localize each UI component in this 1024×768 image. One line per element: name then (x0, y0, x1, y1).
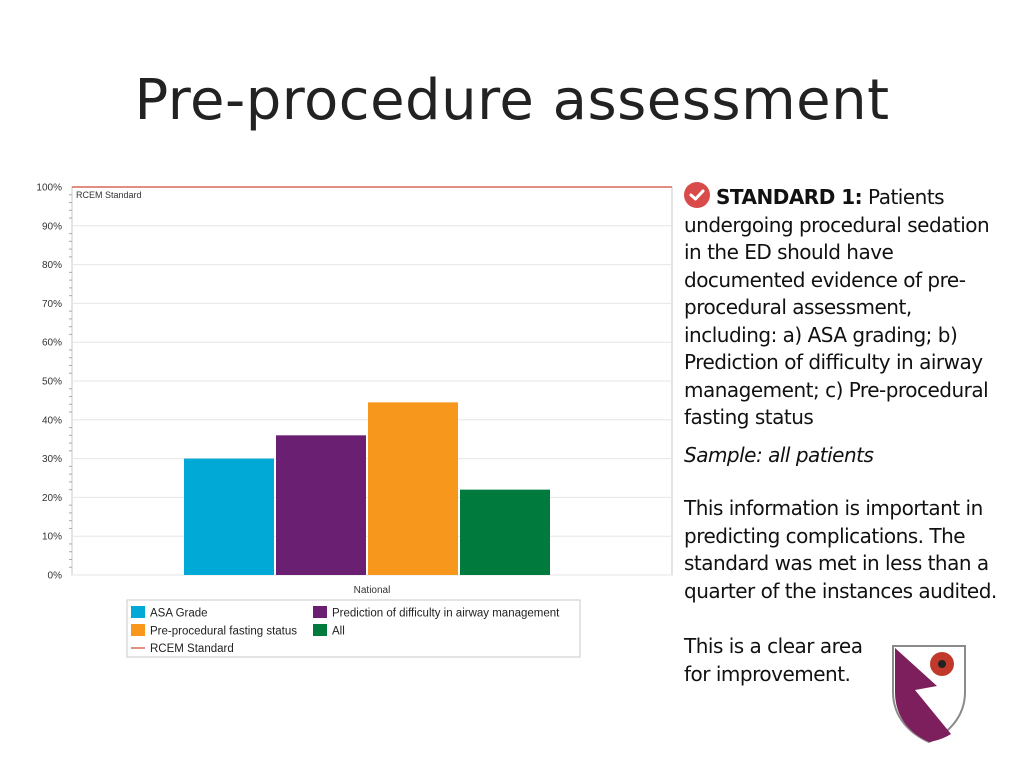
standard-paragraph: STANDARD 1: Patients undergoing procedur… (684, 182, 1004, 432)
improvement-text: This is a clear area for improvement. (684, 634, 863, 686)
legend-swatch (313, 606, 327, 618)
y-tick-label: 70% (42, 299, 62, 310)
y-tick-label: 30% (42, 454, 62, 465)
slide-title: Pre-procedure assessment (134, 67, 890, 133)
legend-label: All (332, 626, 345, 638)
legend-swatch (131, 606, 145, 618)
standard-panel: STANDARD 1: Patients undergoing procedur… (684, 182, 1004, 688)
legend-swatch (131, 624, 145, 636)
y-tick-label: 90% (42, 221, 62, 232)
legend-box (126, 599, 581, 658)
shield-crest-icon (892, 645, 966, 744)
bar-pre-procedural-fasting-status (368, 402, 458, 575)
y-tick-label: 80% (42, 260, 62, 271)
legend-swatch (313, 624, 327, 636)
sample-text: Sample: all patients (684, 442, 874, 467)
y-tick-label: 0% (48, 571, 63, 582)
bar-all (460, 489, 550, 575)
legend-label: Pre-procedural fasting status (150, 626, 297, 638)
rcem-standard-label: RCEM Standard (76, 190, 142, 200)
check-circle-icon (684, 182, 710, 208)
standard-text: Patients undergoing procedural sedation … (684, 185, 990, 429)
info-text: This information is important in predict… (684, 496, 997, 603)
standard-label: STANDARD 1: (716, 185, 863, 209)
legend-label: ASA Grade (150, 608, 208, 620)
y-tick-label: 50% (42, 377, 62, 388)
y-tick-label: 10% (42, 532, 62, 543)
legend-label: Prediction of difficulty in airway manag… (332, 608, 560, 620)
y-tick-label: 60% (42, 338, 62, 349)
bar-chart: 0% 10% 20% 30% 40% 50% 60% 70% 80% 90% 100% RCEM S… (36, 183, 673, 658)
x-category-label: National (354, 585, 391, 596)
bar-asa-grade (184, 458, 274, 575)
y-tick-label: 20% (42, 493, 62, 504)
y-tick-label: 100% (36, 183, 62, 194)
y-tick-label: 40% (42, 415, 62, 426)
legend-label: RCEM Standard (150, 643, 234, 655)
bar-prediction-of-difficulty-in-airway-management (276, 435, 366, 575)
